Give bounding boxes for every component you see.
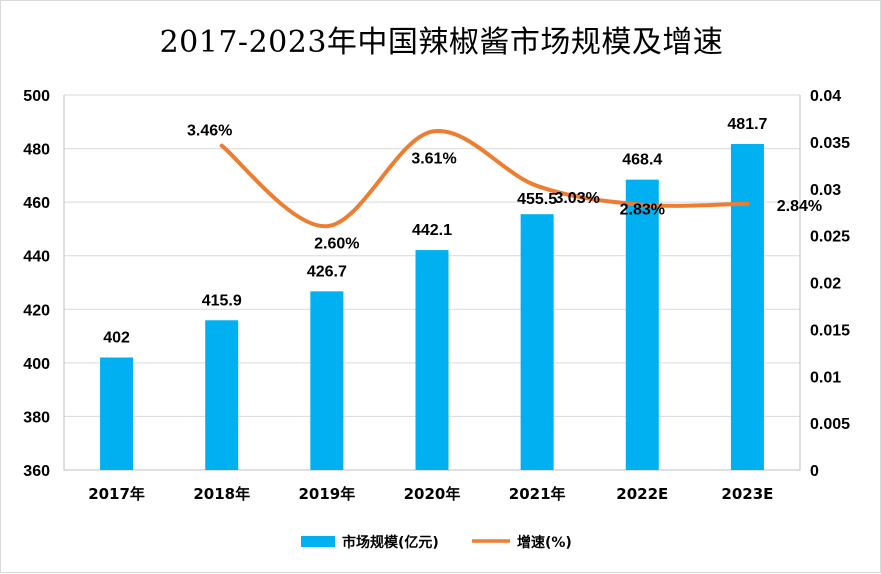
x-tick-label: 2020年 [404,485,461,503]
y-right-tick-label: 0.04 [810,88,841,105]
y-right-tick-label: 0.01 [810,369,841,386]
x-tick-label: 2022E [616,485,668,503]
legend-bar-swatch [301,536,335,547]
y-left-tick-label: 460 [23,195,50,212]
x-tick-label: 2021年 [509,485,566,503]
growth-line [219,128,750,229]
y-left-tick-label: 440 [23,249,50,266]
bar [100,357,134,470]
bar [415,250,449,470]
bar-value-label: 402 [103,330,130,347]
bar [205,320,239,470]
growth-value-label: 2.60% [314,235,359,252]
legend-line-label: 增速(%) [517,534,572,551]
bar-value-label: 455.5 [517,191,557,208]
bar [520,214,554,470]
growth-value-label: 3.03% [554,190,599,207]
x-tick-label: 2023E [721,485,773,503]
y-right-tick-label: 0 [810,463,819,480]
y-left-tick-label: 380 [23,409,50,426]
y-left-tick-label: 400 [23,356,50,373]
y-left-tick-label: 500 [23,88,50,105]
growth-value-label: 3.61% [411,151,456,168]
x-tick-label: 2018年 [193,485,250,503]
legend-bar-label: 市场规模(亿元) [342,534,439,551]
y-right-tick-label: 0.02 [810,276,841,293]
bar-value-label: 426.7 [307,263,347,280]
bar [730,144,764,470]
y-right-tick-label: 0.03 [810,182,841,199]
bar-value-label: 481.7 [727,116,767,133]
growth-value-label: 3.46% [187,123,232,140]
y-left-tick-label: 480 [23,142,50,159]
y-right-tick-label: 0.025 [810,229,850,246]
growth-value-label: 2.84% [777,198,822,215]
bar [625,179,659,470]
y-right-tick-label: 0.015 [810,322,850,339]
y-left-tick-label: 420 [23,302,50,319]
y-right-tick-label: 0.035 [810,135,850,152]
bar-value-label: 468.4 [622,152,662,169]
x-tick-label: 2017年 [88,485,145,503]
x-tick-label: 2019年 [298,485,355,503]
chart-title: 2017-2023年中国辣椒酱市场规模及增速 [159,25,724,60]
bar [310,291,344,470]
growth-value-label: 2.83% [620,202,665,219]
y-right-tick-label: 0.005 [810,416,850,433]
y-left-tick-label: 360 [23,463,50,480]
bar-value-label: 415.9 [202,292,242,309]
bar-value-label: 442.1 [412,222,452,239]
